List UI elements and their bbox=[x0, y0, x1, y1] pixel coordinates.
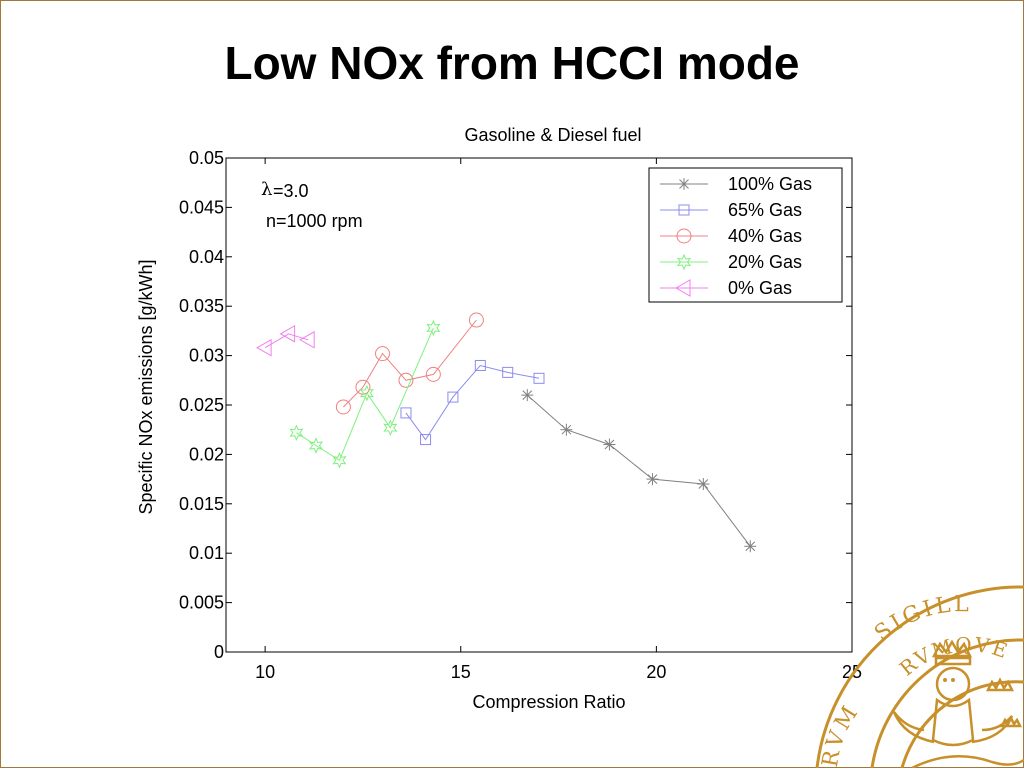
x-tick-label: 20 bbox=[646, 662, 666, 682]
annotation: λ =3.0 n=1000 rpm bbox=[261, 179, 363, 231]
y-axis-label: Specific NOx emissions [g/kWh] bbox=[136, 259, 156, 514]
data-point bbox=[646, 473, 659, 486]
data-point bbox=[289, 424, 304, 441]
data-point bbox=[359, 384, 374, 402]
data-point bbox=[447, 391, 459, 403]
legend-marker bbox=[676, 228, 692, 244]
y-tick-label: 0.03 bbox=[189, 346, 224, 366]
series-line bbox=[264, 333, 309, 349]
legend: 100% Gas 65% Gas 40% Gas 20% Gas 0% Gas bbox=[648, 167, 843, 303]
y-tick-label: 0.04 bbox=[189, 247, 224, 267]
data-point bbox=[332, 452, 347, 469]
legend-label: 100% Gas bbox=[728, 174, 812, 194]
series-4 bbox=[256, 325, 315, 357]
y-tick-label: 0.025 bbox=[179, 395, 224, 415]
data-point bbox=[560, 423, 573, 436]
series-2 bbox=[335, 312, 484, 415]
data-point bbox=[308, 437, 324, 454]
legend-item: 100% Gas bbox=[660, 174, 812, 194]
legend-marker bbox=[674, 279, 691, 297]
slide-title: Low NOx from HCCI mode bbox=[224, 37, 800, 89]
legend-label: 20% Gas bbox=[728, 252, 802, 272]
legend-label: 0% Gas bbox=[728, 278, 792, 298]
data-point bbox=[335, 399, 351, 415]
y-tick-label: 0.01 bbox=[189, 543, 224, 563]
y-tick-label: 0.05 bbox=[189, 148, 224, 168]
data-point bbox=[474, 359, 486, 371]
x-axis-label: Compression Ratio bbox=[472, 692, 625, 712]
legend-marker bbox=[678, 204, 690, 216]
data-point bbox=[502, 366, 514, 378]
series-1 bbox=[400, 359, 545, 446]
series-line bbox=[343, 319, 477, 408]
series-layer bbox=[256, 312, 757, 553]
data-point bbox=[375, 346, 390, 362]
annotation-lambda-symbol: λ bbox=[261, 179, 272, 200]
data-point bbox=[279, 325, 296, 343]
legend-item: 40% Gas bbox=[660, 226, 802, 246]
series-3 bbox=[289, 319, 441, 469]
legend-box bbox=[648, 167, 843, 303]
data-point bbox=[256, 338, 272, 357]
annotation-speed: n=1000 rpm bbox=[266, 211, 363, 231]
y-tick-label: 0.02 bbox=[189, 444, 224, 464]
y-tick-label: 0.035 bbox=[179, 296, 224, 316]
y-tick-label: 0.005 bbox=[179, 593, 224, 613]
data-point bbox=[533, 372, 545, 384]
data-point bbox=[400, 407, 412, 419]
legend-label: 65% Gas bbox=[728, 200, 802, 220]
data-point bbox=[299, 330, 315, 349]
x-tick-label: 10 bbox=[255, 662, 275, 682]
data-point bbox=[603, 438, 616, 451]
axis-ticks: 10 15 20 2500.0050.010.0150.020.0250.030.03… bbox=[179, 148, 862, 682]
legend-item: 20% Gas bbox=[660, 252, 802, 272]
lund-university-seal-icon: SIGILL RVMQVE RVM bbox=[815, 585, 1024, 768]
data-point bbox=[383, 419, 398, 436]
annotation-lambda: =3.0 bbox=[273, 181, 309, 201]
chart-title: Gasoline & Diesel fuel bbox=[464, 125, 641, 145]
y-tick-label: 0.015 bbox=[179, 494, 224, 514]
data-point bbox=[425, 366, 441, 382]
data-point bbox=[420, 434, 432, 446]
data-point bbox=[744, 540, 757, 553]
series-line bbox=[526, 394, 751, 547]
series-line bbox=[296, 327, 434, 462]
legend-marker bbox=[676, 253, 692, 271]
series-0 bbox=[521, 389, 757, 553]
x-tick-label: 15 bbox=[451, 662, 471, 682]
y-tick-label: 0 bbox=[214, 642, 224, 662]
data-point bbox=[426, 319, 441, 337]
y-tick-label: 0.045 bbox=[179, 197, 224, 217]
data-point bbox=[697, 478, 710, 491]
legend-item: 0% Gas bbox=[660, 278, 792, 298]
data-point bbox=[398, 372, 414, 388]
data-point bbox=[468, 312, 484, 328]
legend-item: 65% Gas bbox=[660, 200, 802, 220]
legend-marker bbox=[678, 178, 690, 190]
data-point bbox=[521, 389, 534, 402]
legend-label: 40% Gas bbox=[728, 226, 802, 246]
